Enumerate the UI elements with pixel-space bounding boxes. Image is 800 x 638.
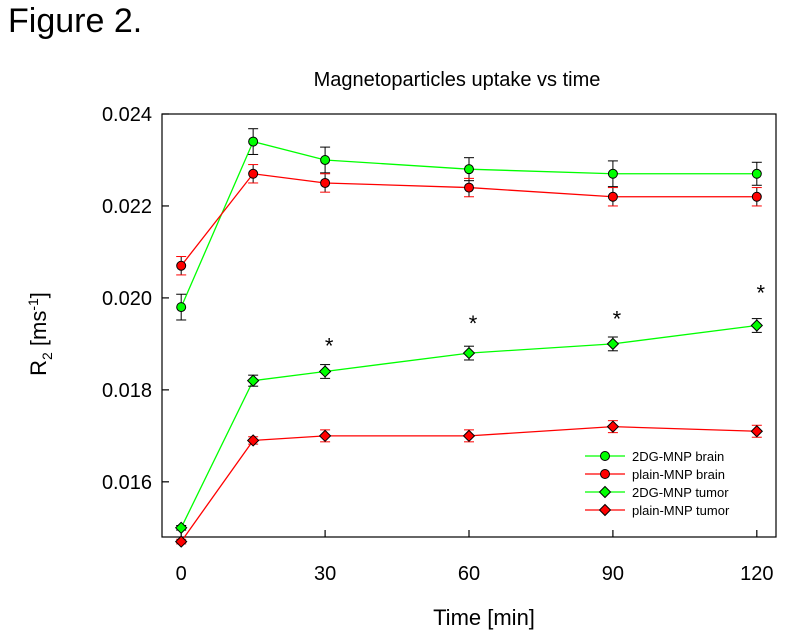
x-axis-title: Time [min] — [433, 605, 535, 630]
data-point — [750, 319, 764, 332]
y-tick-label: 0.018 — [102, 380, 152, 402]
legend-label: plain-MNP tumor — [632, 503, 730, 518]
significance-asterisk: * — [469, 311, 478, 336]
legend-label: 2DG-MNP brain — [632, 449, 724, 464]
data-point — [462, 346, 476, 360]
y-axis-title: R2 [ms-1] — [25, 292, 55, 376]
series-line — [180, 426, 757, 542]
data-point — [606, 337, 620, 351]
y-axis: 0.016 0.018 0.020 0.022 0.024 — [102, 104, 169, 494]
data-point — [750, 425, 764, 438]
data-point — [606, 420, 620, 433]
series-line — [180, 173, 757, 267]
x-axis: 0 30 60 90 120 — [176, 530, 774, 585]
legend: 2DG-MNP brain plain-MNP brain 2DG-MNP tumo… — [585, 449, 730, 518]
legend-marker — [598, 485, 612, 499]
y-axis-title-unit-pre: [ms — [26, 311, 51, 353]
data-point — [751, 168, 762, 179]
legend-marker — [598, 503, 612, 517]
chart-title: Magnetoparticles uptake vs time — [314, 69, 601, 91]
x-tick-label: 120 — [740, 563, 773, 585]
y-tick-label: 0.016 — [102, 472, 152, 494]
data-point — [246, 434, 260, 447]
data-point — [607, 168, 618, 179]
y-axis-title-unit-sup: -1 — [25, 298, 41, 311]
data-point — [174, 535, 188, 548]
annotation-layer: * * * * — [325, 280, 766, 358]
y-axis-title-sub: 2 — [39, 352, 55, 360]
series-2dg-mnp-brain — [176, 128, 762, 321]
figure-label: Figure 2. — [8, 2, 143, 40]
series-plain-mnp-brain — [176, 164, 762, 276]
data-point — [318, 365, 332, 378]
series-plain-mnp-tumor — [174, 420, 764, 548]
x-tick-label: 60 — [458, 563, 480, 585]
data-point — [318, 429, 332, 443]
x-tick-label: 30 — [314, 563, 336, 585]
significance-asterisk: * — [325, 333, 334, 358]
data-point — [464, 182, 474, 193]
series-2dg-mnp-tumor — [174, 318, 764, 535]
data-point — [248, 168, 259, 179]
y-tick-label: 0.022 — [102, 196, 152, 218]
data-point — [320, 154, 331, 165]
data-point — [751, 191, 762, 202]
data-point — [462, 429, 476, 443]
data-point — [176, 260, 187, 271]
data-point — [248, 136, 259, 147]
x-tick-label: 90 — [602, 563, 624, 585]
series-line — [180, 324, 757, 529]
series-layer — [174, 128, 764, 548]
legend-label: 2DG-MNP tumor — [632, 485, 729, 500]
data-point — [320, 177, 331, 188]
data-point — [607, 191, 618, 202]
legend-label: plain-MNP brain — [632, 467, 725, 482]
significance-asterisk: * — [757, 280, 766, 305]
legend-marker — [600, 469, 610, 479]
data-point — [246, 374, 260, 387]
data-point — [174, 521, 188, 535]
data-point — [176, 302, 187, 313]
legend-marker — [600, 451, 610, 461]
x-tick-label: 0 — [176, 563, 187, 585]
y-axis-title-base: R — [26, 360, 51, 376]
significance-asterisk: * — [613, 307, 622, 332]
series-line — [180, 140, 757, 308]
y-tick-label: 0.024 — [102, 104, 152, 126]
y-axis-title-unit-post: ] — [26, 292, 51, 298]
data-point — [464, 164, 474, 175]
y-tick-label: 0.020 — [102, 288, 152, 310]
